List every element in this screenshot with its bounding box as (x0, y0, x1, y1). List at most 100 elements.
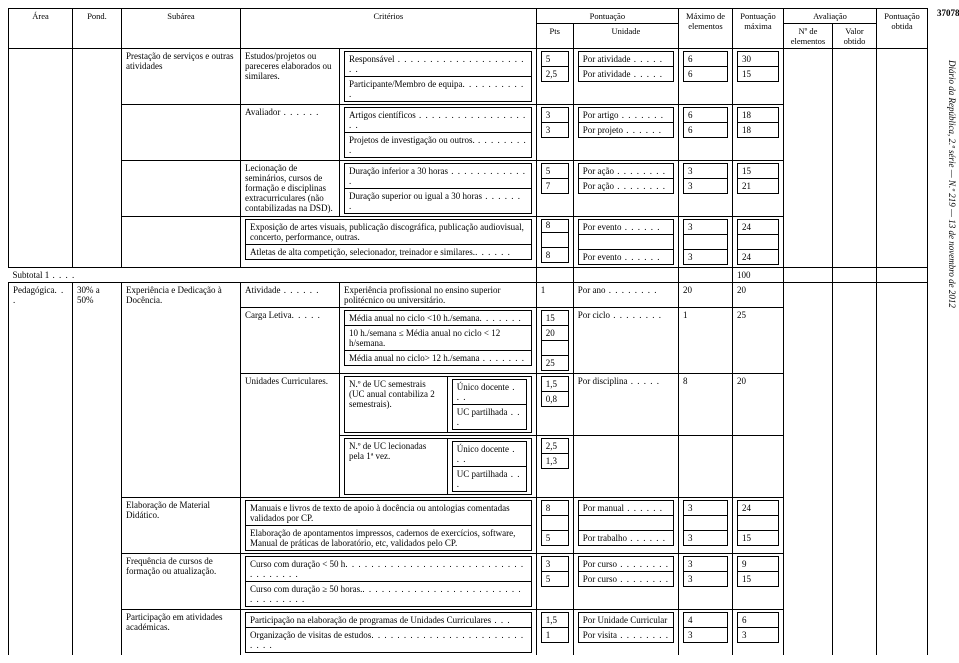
crit-desc: UC partilhada (457, 469, 508, 479)
cell-pts: 2,5 (541, 67, 568, 82)
hdr-area: Área (9, 9, 73, 49)
cell-subarea: Prestação de serviços e outras atividade… (122, 49, 241, 105)
cell-un: Por evento (583, 222, 622, 232)
crit-desc: Organização de visitas de estudos (250, 630, 371, 640)
cell-pm: 9 (738, 557, 779, 572)
cell-pm: 18 (738, 123, 779, 138)
cell-pts: 1 (536, 283, 573, 308)
cell-me: 3 (684, 179, 728, 194)
cell-subarea: Frequência de cursos de formação ou atua… (122, 554, 241, 610)
cell-un: Por atividade (583, 54, 631, 64)
cell-me: 6 (684, 52, 728, 67)
cell-pm: 24 (738, 250, 779, 265)
crit-desc: Artigos científicos (349, 110, 416, 120)
cell-un: Por curso (583, 574, 617, 584)
cell-pts: 5 (541, 52, 568, 67)
cell-pm: 24 (738, 220, 779, 235)
cell-pts: 3 (541, 557, 568, 572)
cell-un: Por artigo (583, 110, 619, 120)
cell-un: Por ciclo (578, 310, 610, 320)
cell-un: Por ação (583, 181, 614, 191)
side-publication-text: Diário da República, 2.ª série — N.º 219… (947, 60, 957, 560)
crit-desc: Média anual no ciclo <10 h./semana (349, 313, 480, 323)
crit-desc: Único docente (457, 382, 509, 392)
cell-me: 3 (684, 628, 728, 643)
hdr-valor-obt: Valor obtido (833, 24, 877, 49)
cell-un: Por manual (583, 503, 624, 513)
hdr-unidade: Unidade (573, 24, 678, 49)
cell-pm: 15 (738, 67, 779, 82)
crit-desc: Participação na elaboração de programas … (250, 615, 491, 625)
subtotal-value: 100 (733, 268, 784, 283)
hdr-pont-max: Pontuação máxima (733, 9, 784, 49)
cell-pts: 1,3 (541, 454, 568, 469)
cell-pm: 30 (738, 52, 779, 67)
cell-subarea: Experiência e Dedicação à Docência. (122, 283, 241, 498)
crit-desc: Participante/Membro de equipa (349, 79, 462, 89)
cell-pm: 6 (738, 613, 779, 628)
crit-desc: Único docente (457, 444, 509, 454)
cell-subarea: Participação em atividades académicas. (122, 610, 241, 656)
cell-pts: 8 (541, 501, 568, 516)
cell-un: Por curso (583, 559, 617, 569)
page-number: 37078 (937, 8, 953, 18)
cell-pts: 8 (541, 248, 568, 263)
crit-desc: Manuais e livros de texto de apoio à doc… (246, 501, 532, 526)
cell-pts: 25 (541, 356, 568, 371)
hdr-max-elem: Máximo de elementos (679, 9, 733, 49)
cell-pts: 1,5 (541, 613, 568, 628)
hdr-pond: Pond. (73, 9, 122, 49)
cell-pm: 21 (738, 179, 779, 194)
cell-me: 3 (684, 557, 728, 572)
hdr-subarea: Subárea (122, 9, 241, 49)
crit-desc: UC partilhada (457, 407, 508, 417)
cell-pts: 2,5 (541, 439, 568, 454)
crit-desc: Atletas de alta competição, selecionador… (250, 247, 475, 257)
crit-desc: Média anual no ciclo> 12 h./semana (349, 353, 480, 363)
cell-pts: 5 (541, 572, 568, 587)
hdr-avaliacao: Avaliação (784, 9, 877, 24)
cell-pm: 15 (738, 531, 779, 546)
cell-pond: 30% a 50% (73, 283, 122, 656)
cell-pts: 5 (541, 531, 568, 546)
cell-un: Por disciplina (578, 376, 628, 386)
hdr-pts: Pts (536, 24, 573, 49)
cell-area: Pedagógica (13, 285, 54, 295)
cell-pts: 8 (541, 220, 568, 233)
cell-me: 20 (679, 283, 733, 308)
cell-me: 6 (684, 108, 728, 123)
crit-desc: Curso com duração < 50 h (250, 559, 345, 569)
cell-un: Por visita (583, 630, 617, 640)
crit-desc: Duração inferior a 30 horas (349, 166, 448, 176)
cell-un: Por trabalho (583, 533, 627, 543)
cell-un: Por atividade (583, 69, 631, 79)
crit-desc: Responsável (349, 54, 395, 64)
cell-me: 3 (684, 501, 728, 516)
crit-desc: Elaboração de apontamentos impressos, ca… (246, 526, 532, 551)
cell-crit: Lecionação de seminários, cursos de form… (241, 161, 340, 217)
cell-crit: Avaliador (245, 107, 280, 117)
cell-me: 3 (684, 572, 728, 587)
cell-un: Por Unidade Curricular (578, 613, 673, 628)
hdr-criterios: Critérios (241, 9, 537, 49)
crit-desc: 10 h./semana ≤ Média anual no ciclo < 12… (345, 326, 532, 351)
cell-pm: 3 (738, 628, 779, 643)
cell-pts: 7 (541, 179, 568, 194)
cell-me: 3 (684, 250, 728, 265)
subtotal-row: Subtotal 1 . . . . 100 (9, 268, 928, 283)
cell-pm: 24 (738, 501, 779, 516)
crit-desc: Projetos de investigação ou outros. (349, 135, 475, 145)
cell-un: Por ano (578, 285, 606, 295)
cell-me: 6 (684, 123, 728, 138)
cell-me: 3 (684, 220, 728, 235)
hdr-n-elem: Nº de elementos (784, 24, 833, 49)
cell-pm: 18 (738, 108, 779, 123)
cell-subarea: Elaboração de Material Didático. (122, 498, 241, 554)
cell-un: Por projeto (583, 125, 623, 135)
table-row: Pedagógica. . . 30% a 50% Experiência e … (9, 283, 928, 308)
cell-crit: Estudos/projetos ou pareceres elaborados… (241, 49, 340, 105)
cell-me: 6 (684, 67, 728, 82)
crit-desc: Curso com duração ≥ 50 horas. (250, 584, 362, 594)
hdr-pont-obtida: Pontuação obtida (877, 9, 928, 49)
subtotal-label: Subtotal 1 (13, 270, 50, 280)
